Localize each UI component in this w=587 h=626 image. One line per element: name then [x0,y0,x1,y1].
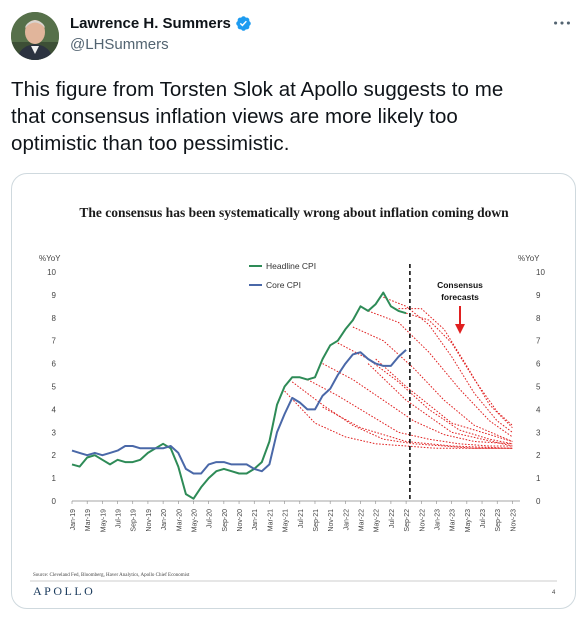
forecast-lines [284,296,513,449]
consensus-forecast-line [307,379,513,447]
consensus-forecast-line [375,358,513,442]
y-tick-label-right: 6 [536,360,541,369]
consensus-forecast-line [383,296,513,433]
x-tick-label: May-21 [283,509,290,532]
legend-label-core: Core CPI [266,280,301,290]
x-tick-label: Jan-20 [161,509,168,531]
consensus-forecast-line [367,363,513,447]
y-tick-label-right: 2 [536,451,541,460]
y-tick-label-left: 9 [52,291,57,300]
y-tick-label-right: 10 [536,268,545,277]
consensus-forecast-line [352,326,513,442]
annotation-consensus: Consensus [437,280,483,290]
annotation-forecasts: forecasts [441,292,479,302]
y-axis-right: 0 1 2 3 4 5 6 7 8 9 10 [536,268,545,506]
y-tick-label-left: 2 [52,451,57,460]
consensus-forecast-line [322,363,513,445]
x-tick-label: Jan-19 [70,509,77,531]
x-tick-label: Jul-21 [298,509,305,528]
x-tick-label: Jul-20 [207,509,214,528]
x-axis: Jan-19 Mar-19 May-19 Jul-19 Sep-19 Nov-19 Jan-… [70,501,517,532]
verified-badge-icon [236,16,251,31]
page-number: 4 [552,590,556,596]
y-tick-label-right: 7 [536,337,541,346]
core-cpi-line [71,349,407,475]
x-tick-label: Nov-19 [146,509,153,532]
source-note: Source: Cleveland Fed, Bloomberg, Haver … [33,573,190,578]
x-tick-label: Sep-20 [222,509,229,532]
author-name[interactable]: Lawrence H. Summers [70,15,231,32]
y-tick-label-left: 10 [47,268,56,277]
x-tick-label: Sep-23 [495,509,502,532]
x-tick-label: Sep-19 [131,509,138,532]
legend: Headline CPI Core CPI [249,261,316,290]
consensus-forecast-line [337,342,513,445]
y-tick-label-left: 5 [52,383,57,392]
y-tick-label-right: 1 [536,474,541,483]
x-tick-label: Jan-23 [434,509,441,531]
consensus-forecast-line [398,308,513,429]
y-tick-label-left: 3 [52,428,57,437]
more-options-icon[interactable] [551,12,573,34]
legend-label-headline: Headline CPI [266,261,316,271]
x-tick-label: May-19 [100,509,107,532]
tweet-text-line: that consensus inflation views are more … [11,105,458,128]
y-tick-label-right: 9 [536,291,541,300]
y-tick-label-right: 5 [536,383,541,392]
y-tick-label-left: 1 [52,474,57,483]
x-tick-label: Jan-21 [252,509,259,531]
x-tick-label: May-20 [191,509,198,532]
x-tick-label: Jul-22 [389,509,396,528]
consensus-forecast-line [405,312,513,426]
y-axis-left: 0 1 2 3 4 5 6 7 8 9 10 [47,268,56,506]
x-tick-label: Nov-20 [237,509,244,532]
x-tick-label: Jul-23 [480,509,487,528]
y-tick-label-right: 0 [536,497,541,506]
y-tick-label-left: 4 [52,405,57,414]
annotation-arrow-icon [455,306,465,334]
avatar[interactable] [11,12,59,60]
x-tick-label: Mar-19 [85,509,92,531]
y-tick-label-right: 3 [536,428,541,437]
x-tick-label: May-23 [465,509,472,532]
x-tick-label: Jul-19 [116,509,123,528]
chart-title: The consensus has been systematically wr… [79,205,509,220]
y-tick-label-left: 7 [52,337,57,346]
x-tick-label: Mar-20 [176,509,183,531]
tweet-text: This figure from Torsten Slok at Apollo … [11,76,571,157]
x-tick-label: Mar-22 [359,509,366,531]
inflation-chart: The consensus has been systematically wr… [30,205,557,598]
y-tick-label-right: 8 [536,314,541,323]
tweet-text-line: This figure from Torsten Slok at Apollo … [11,78,504,101]
y-axis-label-right: %YoY [518,254,540,263]
headline-cpi-line [71,291,407,500]
y-tick-label-left: 0 [52,497,57,506]
consensus-forecast-line [367,310,513,438]
x-tick-label: Sep-21 [313,509,320,532]
x-tick-label: Nov-22 [419,509,426,532]
actual-lines [71,291,407,500]
consensus-forecast-line [284,390,513,449]
x-tick-label: Nov-21 [328,509,335,532]
y-tick-label-right: 4 [536,405,541,414]
avatar-portrait-icon [11,12,59,60]
x-tick-label: Mar-23 [450,509,457,531]
consensus-forecast-line [291,381,513,449]
y-axis-label-left: %YoY [39,254,61,263]
consensus-forecast-line [322,406,513,449]
author-handle[interactable]: @LHSummers [70,36,169,53]
apollo-logo: APOLLO [33,584,95,598]
x-tick-label: Mar-21 [267,509,274,531]
x-tick-label: Jan-22 [343,509,350,531]
y-tick-label-left: 8 [52,314,57,323]
tweet-media-image[interactable]: The consensus has been systematically wr… [11,173,576,609]
tweet-text-line: optimistic than too pessimistic. [11,132,290,155]
x-tick-label: May-22 [374,509,381,532]
x-tick-label: Sep-22 [404,509,411,532]
x-tick-label: Nov-23 [510,509,517,532]
y-tick-label-left: 6 [52,360,57,369]
